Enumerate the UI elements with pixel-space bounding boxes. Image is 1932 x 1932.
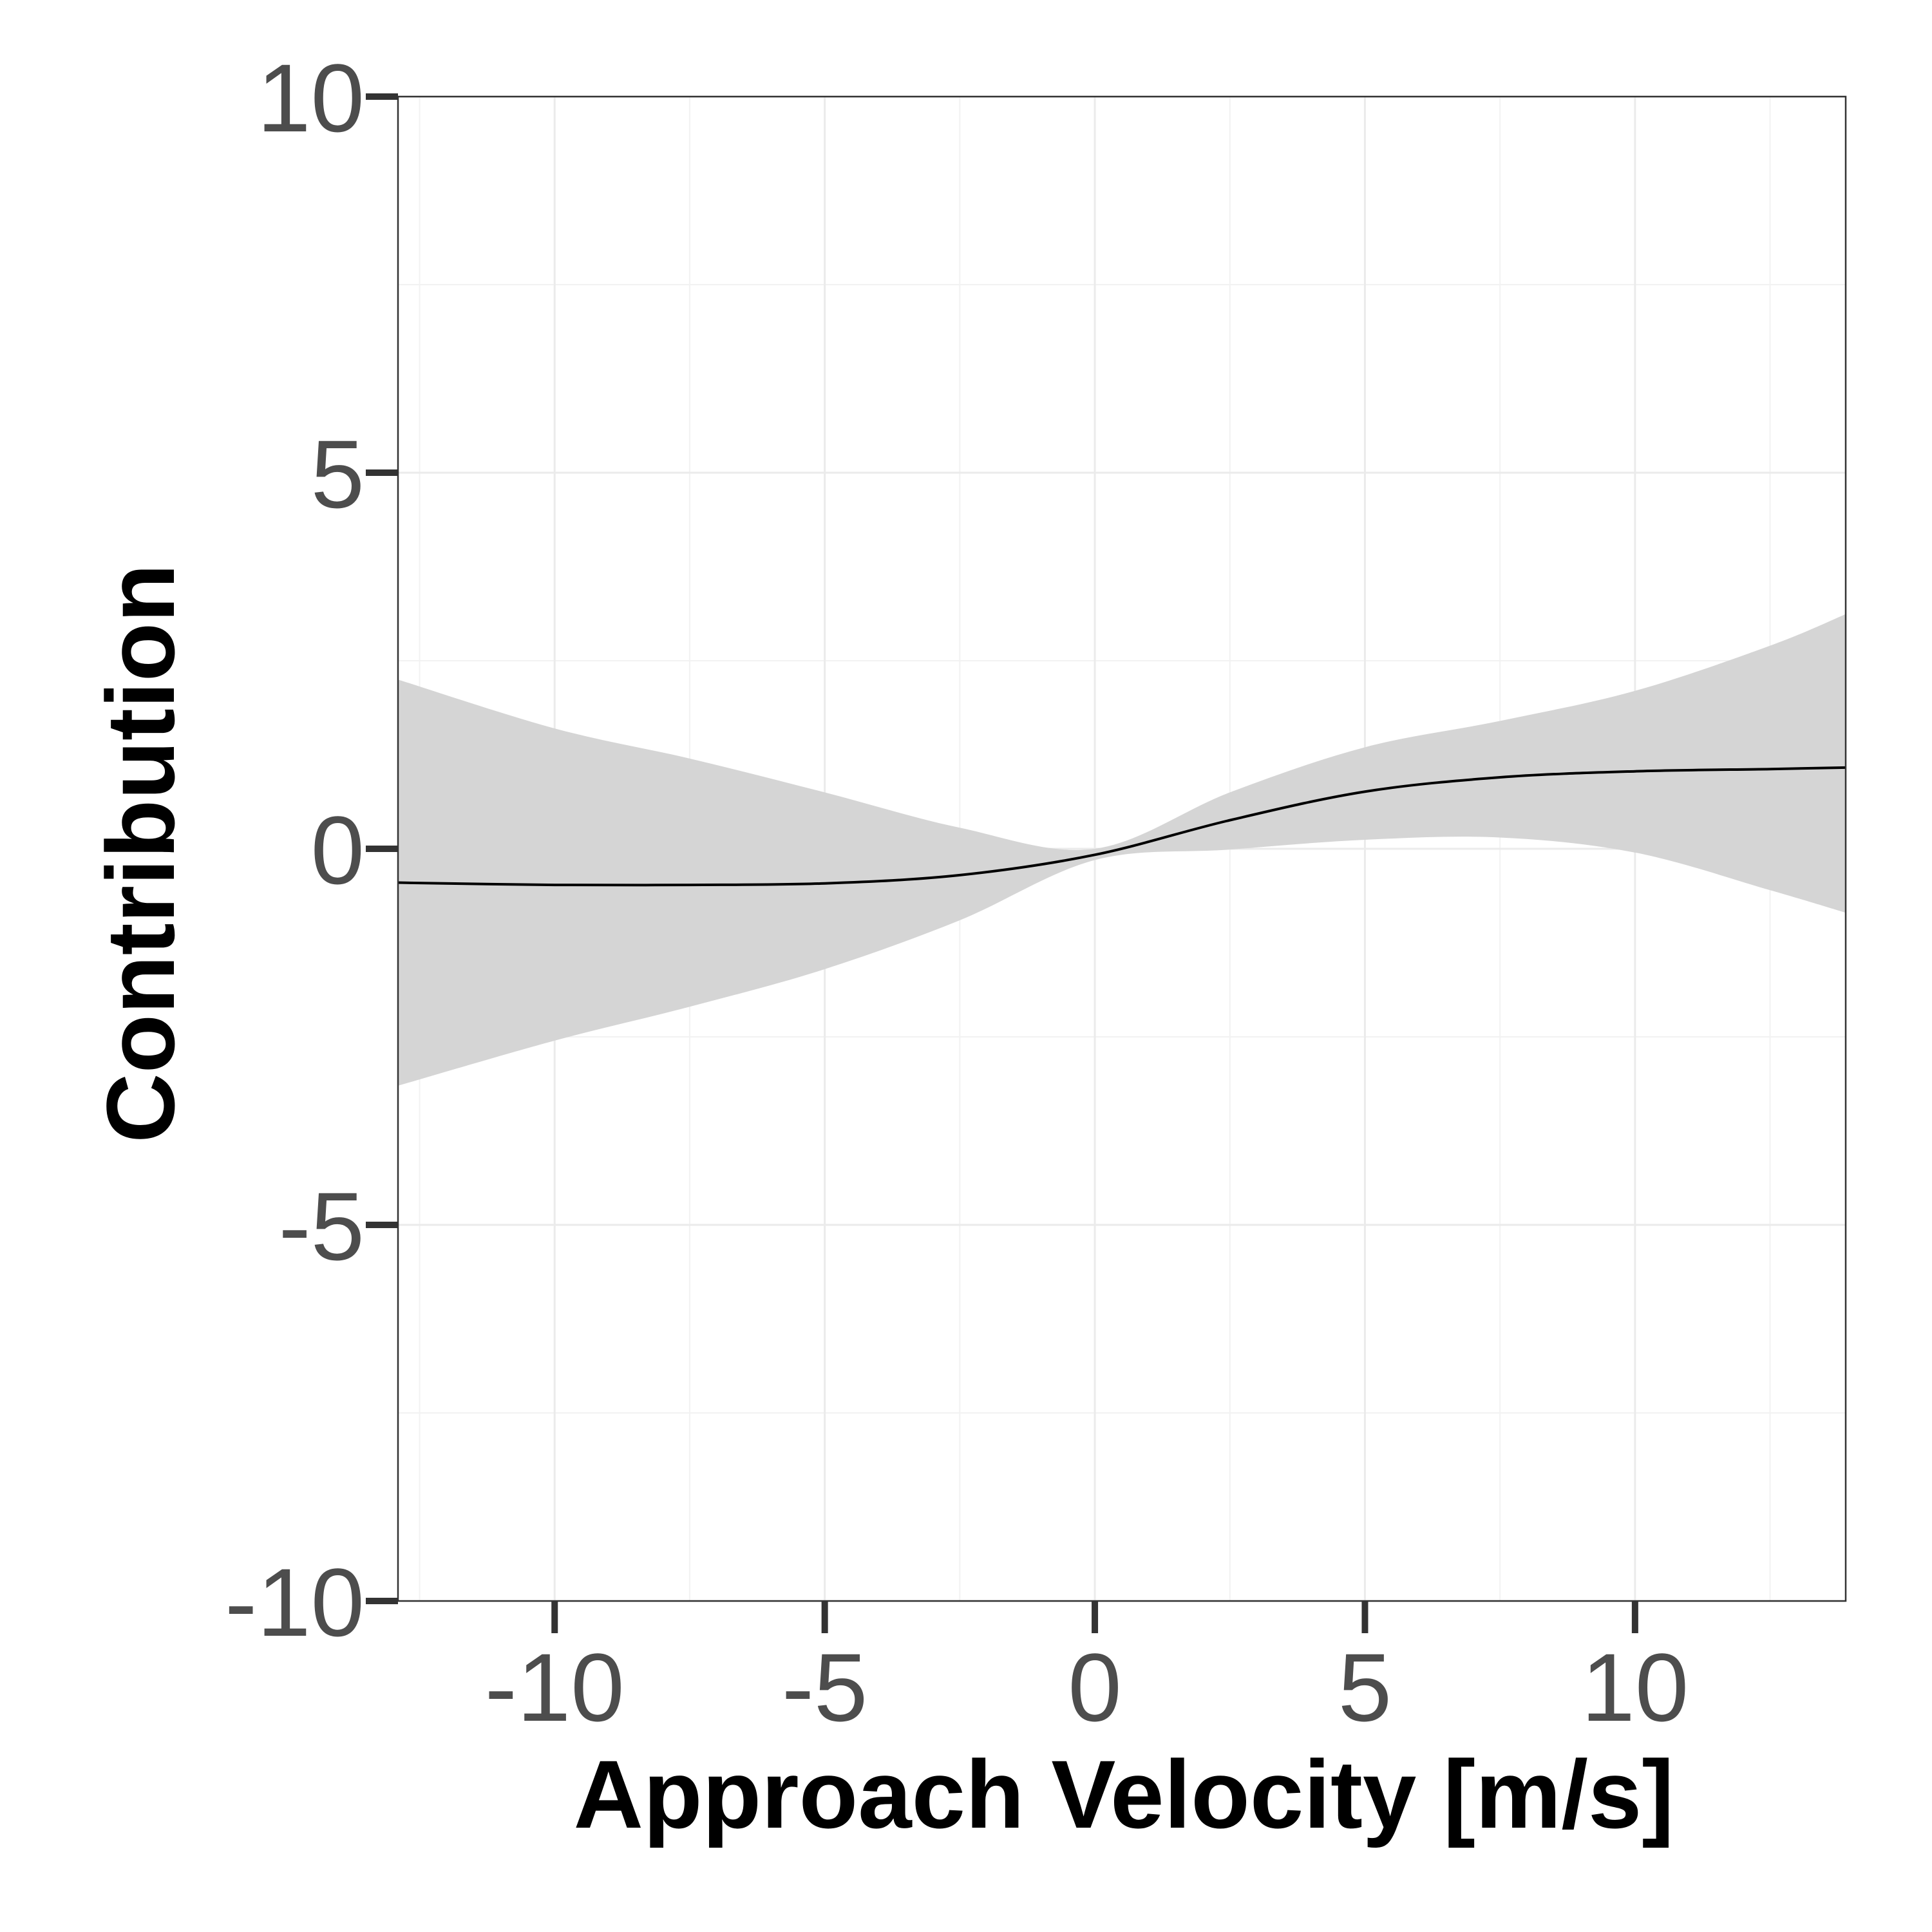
- y-tick-label: -10: [225, 1548, 365, 1656]
- y-tick-label: -5: [279, 1172, 365, 1280]
- y-axis: -10 -5 0 5 10: [225, 44, 398, 1656]
- x-tick-label: -5: [782, 1633, 867, 1741]
- x-axis: -10 -5 0 5 10: [485, 1601, 1689, 1741]
- x-axis-title: Approach Velocity [m/s]: [574, 1740, 1674, 1848]
- x-tick-label: 5: [1338, 1633, 1392, 1741]
- y-tick-label: 10: [257, 44, 365, 152]
- x-tick-label: -10: [485, 1633, 625, 1741]
- x-tick-label: 0: [1068, 1633, 1121, 1741]
- fitted-line: [397, 766, 1846, 887]
- y-tick-label: 0: [311, 796, 365, 904]
- y-axis-title: Contribution: [86, 564, 194, 1143]
- x-tick-label: 10: [1581, 1633, 1689, 1741]
- y-tick-label: 5: [311, 420, 365, 528]
